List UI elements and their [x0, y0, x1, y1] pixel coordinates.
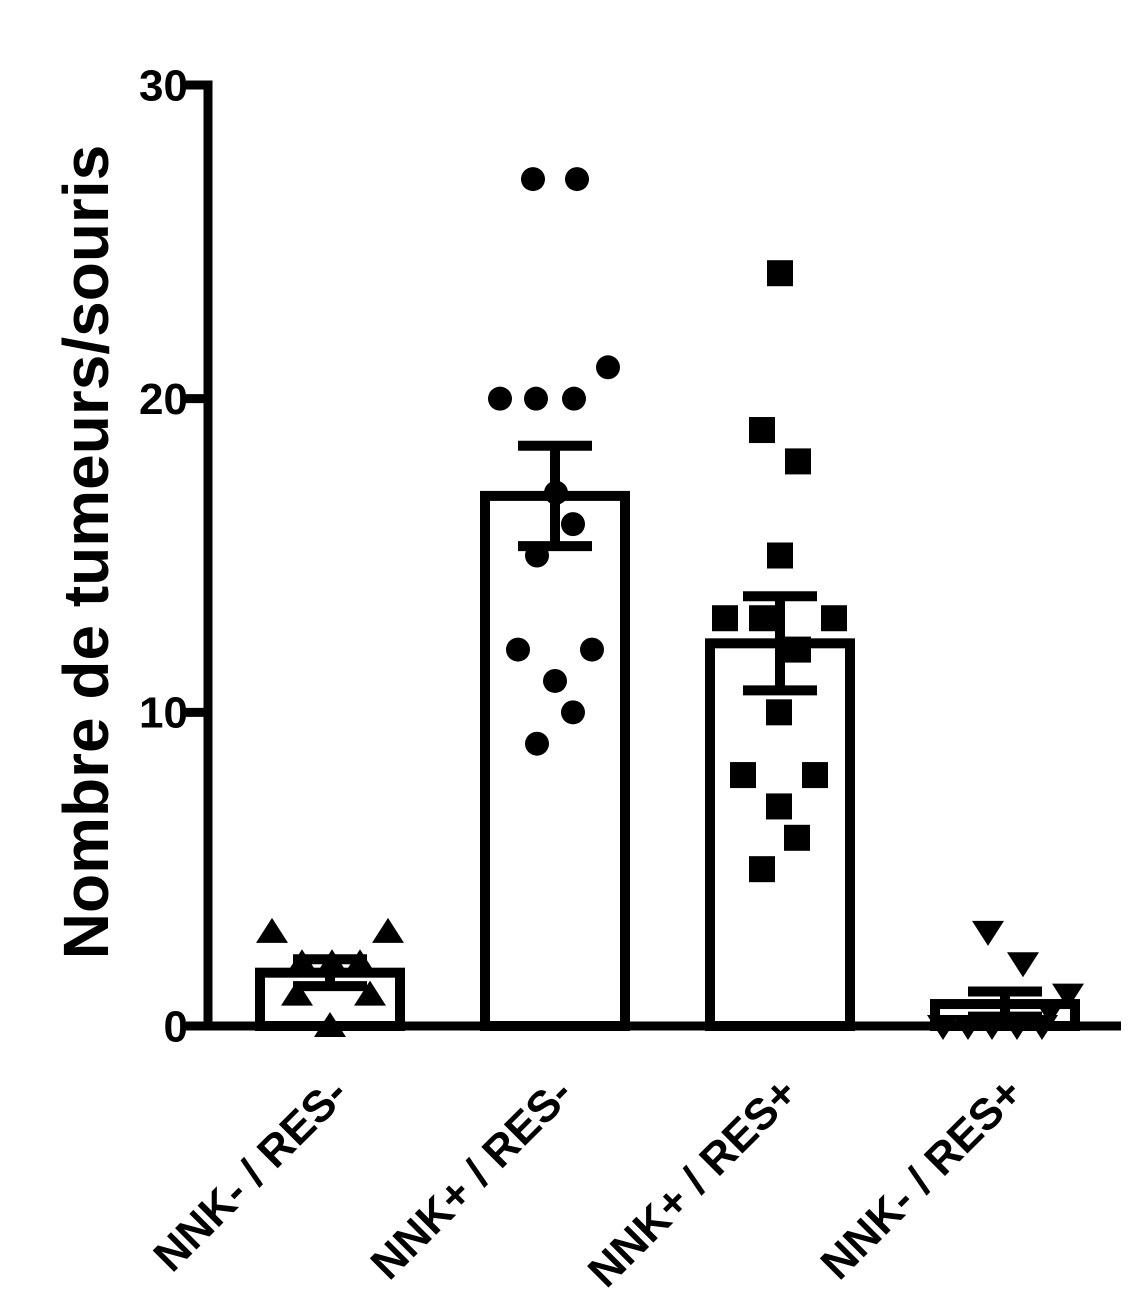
marker-circle [488, 386, 512, 411]
marker-circle [506, 637, 530, 662]
marker-square [767, 260, 793, 287]
marker-square [785, 636, 811, 663]
marker-circle [544, 480, 568, 505]
y-axis-title: Nombre de tumeurs/souris [50, 145, 122, 959]
marker-circle [525, 543, 549, 568]
marker-triangle-up [314, 1012, 346, 1037]
marker-square [766, 793, 792, 820]
marker-triangle-up [372, 917, 404, 943]
marker-triangle-down [1026, 1015, 1058, 1040]
marker-square [767, 542, 793, 569]
y-tick-label: 10 [139, 689, 188, 738]
marker-circle [525, 731, 549, 756]
marker-triangle-down [1007, 952, 1039, 978]
marker-triangle-up [256, 917, 288, 943]
y-tick-label: 0 [164, 1002, 188, 1051]
marker-circle [561, 512, 585, 537]
marker-circle [561, 700, 585, 725]
marker-square [802, 762, 828, 789]
marker-square [749, 605, 775, 632]
marker-triangle-up [286, 949, 318, 975]
marker-square [749, 856, 775, 883]
marker-triangle-down [972, 920, 1004, 946]
marker-circle [580, 637, 604, 662]
marker-triangle-up [316, 949, 348, 975]
marker-square [712, 605, 738, 632]
marker-circle [565, 167, 589, 192]
marker-square [784, 824, 810, 851]
marker-triangle-up [354, 980, 386, 1006]
marker-circle [524, 386, 548, 411]
marker-circle [543, 668, 567, 693]
y-tick-label: 20 [139, 375, 188, 424]
marker-triangle-up [344, 949, 376, 975]
marker-square [766, 699, 792, 726]
marker-triangle-down [952, 1015, 984, 1040]
marker-square [821, 605, 847, 632]
marker-triangle-down [1052, 983, 1084, 1009]
marker-triangle-down [1034, 999, 1066, 1025]
marker-circle [562, 386, 586, 411]
marker-triangle-down [927, 1015, 959, 1040]
marker-triangle-down [1001, 1015, 1033, 1040]
bar [480, 490, 630, 1031]
marker-square [785, 448, 811, 475]
marker-triangle-up [281, 980, 313, 1006]
y-tick-label: 30 [139, 61, 188, 110]
marker-circle [596, 355, 620, 380]
marker-triangle-down [976, 1015, 1008, 1040]
marker-circle [521, 167, 545, 192]
marker-square [749, 417, 775, 444]
marker-square [730, 762, 756, 789]
